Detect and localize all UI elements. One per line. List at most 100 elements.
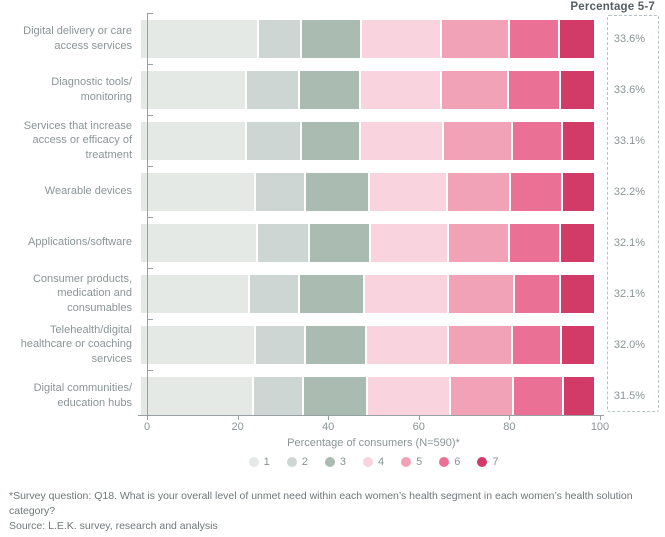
bar-segment-2	[258, 19, 302, 58]
bar-segment-1	[141, 70, 248, 109]
bar-segment-6	[514, 274, 562, 313]
x-axis-tick	[147, 415, 148, 420]
bar-segment-5	[441, 70, 509, 109]
bar-segment-6	[510, 172, 564, 211]
x-axis-line	[138, 415, 604, 416]
bar-segment-5	[448, 274, 515, 313]
bar-segment-7	[561, 274, 594, 313]
bar-segment-5	[448, 172, 511, 211]
category-label: Telehealth/digital healthcare or coachin…	[20, 324, 132, 365]
category-label: Consumer products, medication and consum…	[32, 273, 132, 314]
x-axis-tick-label: 100	[590, 421, 610, 433]
bar-segment-5	[449, 325, 513, 364]
y-axis-tick	[147, 115, 153, 116]
bar-segment-3	[305, 172, 371, 211]
category-label: Digital delivery or care access services	[23, 25, 132, 52]
bar-segment-6	[510, 223, 561, 262]
category-label: Diagnostic tools/ monitoring	[51, 76, 132, 103]
legend-dot-icon	[286, 457, 297, 467]
bar-segment-1	[141, 223, 258, 262]
bar-segment-7	[562, 325, 594, 364]
bar-segment-1	[141, 121, 247, 160]
bar-segment-5	[451, 376, 515, 415]
chart-rows: Digital delivery or care access services…	[0, 13, 665, 421]
pct-5-7-value: 33.6%	[613, 32, 646, 45]
legend-label: 5	[416, 456, 423, 468]
bar-segment-3	[303, 376, 369, 415]
pct-5-7-header: Percentage 5-7	[570, 1, 655, 13]
x-axis-tick	[600, 415, 601, 420]
bar-segment-1	[141, 274, 250, 313]
legend-dot-icon	[439, 457, 450, 467]
bar-segment-4	[361, 121, 445, 160]
bar-segment-3	[299, 274, 366, 313]
pct-5-7-value: 32.1%	[613, 236, 646, 249]
bar-segment-7	[564, 376, 594, 415]
bar-segment-5	[448, 223, 511, 262]
y-axis-tick	[147, 13, 153, 14]
legend-dot-icon	[248, 457, 259, 467]
stacked-bar	[141, 325, 594, 364]
bar-segment-2	[257, 223, 310, 262]
legend-label: 4	[377, 456, 385, 468]
pct-5-7-dashed-box	[607, 15, 659, 412]
bar-segment-2	[247, 70, 300, 109]
pct-5-7-value: 33.6%	[613, 83, 646, 96]
legend: 1 2 3 4 5 6 7	[147, 456, 600, 468]
y-axis-line	[147, 13, 148, 415]
stacked-bar	[141, 19, 594, 58]
y-axis-tick	[147, 268, 153, 269]
bar-segment-5	[441, 19, 510, 58]
bar-segment-1	[141, 376, 255, 415]
x-axis-tick-label: 0	[143, 421, 151, 433]
legend-label: 6	[454, 456, 461, 468]
bar-segment-3	[309, 223, 371, 262]
chart-row: Digital communities/ education hubs 31.5%	[0, 370, 665, 421]
bar-segment-4	[361, 70, 442, 109]
legend-item-1: 1	[248, 456, 270, 468]
bar-segment-7	[563, 172, 594, 211]
bar-segment-4	[370, 223, 449, 262]
chart-row: Services that increase access or efficac…	[0, 115, 665, 166]
legend-label: 2	[301, 456, 308, 468]
bar-segment-4	[365, 274, 449, 313]
legend-item-5: 5	[401, 456, 422, 468]
stacked-bar	[141, 70, 594, 109]
x-axis-title: Percentage of consumers (N=590)*	[287, 437, 460, 449]
y-axis-tick	[147, 166, 153, 167]
legend-item-3: 3	[324, 456, 346, 468]
legend-item-6: 6	[439, 456, 460, 468]
bar-segment-3	[305, 325, 368, 364]
bar-segment-2	[256, 172, 306, 211]
footnotes: *Survey question: Q18. What is your over…	[9, 489, 657, 534]
pct-5-7-value: 31.5%	[613, 389, 646, 402]
category-label: Wearable devices	[44, 185, 132, 198]
chart-row: Diagnostic tools/ monitoring 33.6%	[0, 64, 665, 115]
x-axis-tick-label: 60	[412, 421, 425, 433]
bar-segment-6	[514, 376, 565, 415]
bar-segment-2	[247, 121, 302, 160]
bar-segment-3	[300, 70, 362, 109]
x-axis-tick	[328, 415, 330, 420]
category-label: Digital communities/ education hubs	[33, 382, 132, 409]
bar-segment-2	[256, 325, 306, 364]
bar-segment-5	[444, 121, 514, 160]
bar-segment-6	[508, 70, 562, 109]
stacked-bar	[141, 274, 594, 313]
chart-row: Telehealth/digital healthcare or coachin…	[0, 319, 665, 370]
legend-item-2: 2	[286, 456, 308, 468]
pct-5-7-value: 32.2%	[613, 185, 646, 198]
chart-row: Consumer products, medication and consum…	[0, 268, 665, 319]
bar-segment-1	[141, 19, 259, 58]
legend-label: 3	[339, 456, 346, 468]
footnote-source: Source: L.E.K. survey, research and anal…	[9, 519, 218, 532]
legend-item-4: 4	[362, 456, 385, 468]
legend-label: 1	[263, 456, 270, 468]
x-axis-tick-label: 40	[322, 421, 335, 433]
legend-dot-icon	[362, 457, 373, 467]
bar-segment-3	[301, 121, 362, 160]
bar-segment-3	[301, 19, 362, 58]
legend-item-7: 7	[477, 456, 498, 468]
chart-row: Wearable devices 32.2%	[0, 166, 665, 217]
footnote-survey-question: *Survey question: Q18. What is your over…	[9, 490, 633, 517]
